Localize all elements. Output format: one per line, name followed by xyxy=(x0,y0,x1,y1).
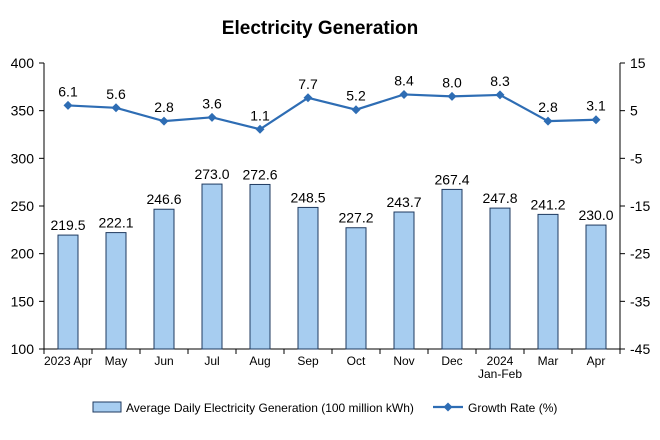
bar-data-label: 272.6 xyxy=(242,166,277,182)
x-tick-label: Jun xyxy=(154,354,173,368)
x-tick-label: Mar xyxy=(538,354,559,368)
bar-data-label: 267.4 xyxy=(434,171,469,187)
x-tick-label: Sep xyxy=(297,354,319,368)
y-left-tick-label: 100 xyxy=(11,341,35,357)
x-tick-label: May xyxy=(105,354,128,368)
line-point xyxy=(111,103,121,113)
legend-line-label: Growth Rate (%) xyxy=(468,401,557,415)
x-tick-label: Nov xyxy=(393,354,414,368)
line-point xyxy=(303,93,313,103)
y-right-tick-label: -35 xyxy=(630,293,650,309)
legend-bar-label: Average Daily Electricity Generation (10… xyxy=(126,401,414,415)
legend-bar-swatch xyxy=(92,401,122,413)
line-point xyxy=(591,115,601,125)
bar-data-label: 230.0 xyxy=(578,207,613,223)
line-data-label: 1.1 xyxy=(250,107,270,123)
y-right-tick-label: 15 xyxy=(630,55,646,71)
bar-data-label: 243.7 xyxy=(386,194,421,210)
bar-data-label: 227.2 xyxy=(338,210,373,226)
line-point xyxy=(63,100,73,110)
bar-data-label: 222.1 xyxy=(98,215,133,231)
growth-rate-line xyxy=(67,93,597,131)
line-data-label: 2.8 xyxy=(154,99,174,115)
y-left-tick-label: 250 xyxy=(11,198,35,214)
bar xyxy=(345,227,367,350)
y-left-tick-label: 200 xyxy=(11,246,35,262)
y-left-tick-label: 300 xyxy=(11,150,35,166)
x-tick-label: 2023 Apr xyxy=(44,354,92,368)
line-point xyxy=(159,116,169,126)
line-point xyxy=(351,105,361,115)
chart-title: Electricity Generation xyxy=(221,18,419,39)
line-point xyxy=(447,91,457,101)
y-right-tick-label: -5 xyxy=(630,150,643,166)
bar xyxy=(489,207,511,350)
line-point xyxy=(495,90,505,100)
line-data-label: 3.6 xyxy=(202,95,222,111)
legend-line-marker xyxy=(443,402,453,412)
y-left-tick-label: 150 xyxy=(11,293,35,309)
x-tick-label: Jul xyxy=(204,354,219,368)
bar xyxy=(201,183,223,350)
x-tick-label: Oct xyxy=(347,354,366,368)
line-point xyxy=(543,116,553,126)
bar xyxy=(105,232,127,350)
bar-data-label: 246.6 xyxy=(146,191,181,207)
bar-data-label: 241.2 xyxy=(530,196,565,212)
y-left-tick-label: 350 xyxy=(11,103,35,119)
x-tick-label: Aug xyxy=(249,354,270,368)
line-data-label: 6.1 xyxy=(58,83,78,99)
bar xyxy=(585,224,607,350)
bar xyxy=(57,234,79,350)
line-data-label: 8.4 xyxy=(394,72,414,88)
line-data-label: 3.1 xyxy=(586,98,606,114)
y-right-tick-label: -15 xyxy=(630,198,650,214)
bar xyxy=(297,206,319,350)
bar xyxy=(153,208,175,350)
line-data-label: 5.6 xyxy=(106,86,126,102)
y-right-tick-label: 5 xyxy=(630,103,638,119)
bar xyxy=(537,213,559,350)
line-data-label: 7.7 xyxy=(298,76,318,92)
line-data-label: 5.2 xyxy=(346,88,366,104)
bar-data-label: 273.0 xyxy=(194,166,229,182)
line-point xyxy=(399,89,409,99)
bar-data-label: 248.5 xyxy=(290,189,325,205)
line-data-label: 8.3 xyxy=(490,73,510,89)
x-tick-label: Apr xyxy=(587,354,606,368)
line-point xyxy=(255,124,265,134)
x-tick-label: Dec xyxy=(441,354,462,368)
y-right-tick-label: -45 xyxy=(630,341,650,357)
bar xyxy=(441,188,463,350)
line-data-label: 8.0 xyxy=(442,74,462,90)
y-right-tick-label: -25 xyxy=(630,246,650,262)
bar-data-label: 219.5 xyxy=(50,217,85,233)
bar xyxy=(249,183,271,350)
line-data-label: 2.8 xyxy=(538,99,558,115)
x-tick-label: 2024 Jan-Feb xyxy=(478,354,522,381)
bar-data-label: 247.8 xyxy=(482,190,517,206)
line-point xyxy=(207,112,217,122)
y-left-tick-label: 400 xyxy=(11,55,35,71)
bar xyxy=(393,211,415,350)
